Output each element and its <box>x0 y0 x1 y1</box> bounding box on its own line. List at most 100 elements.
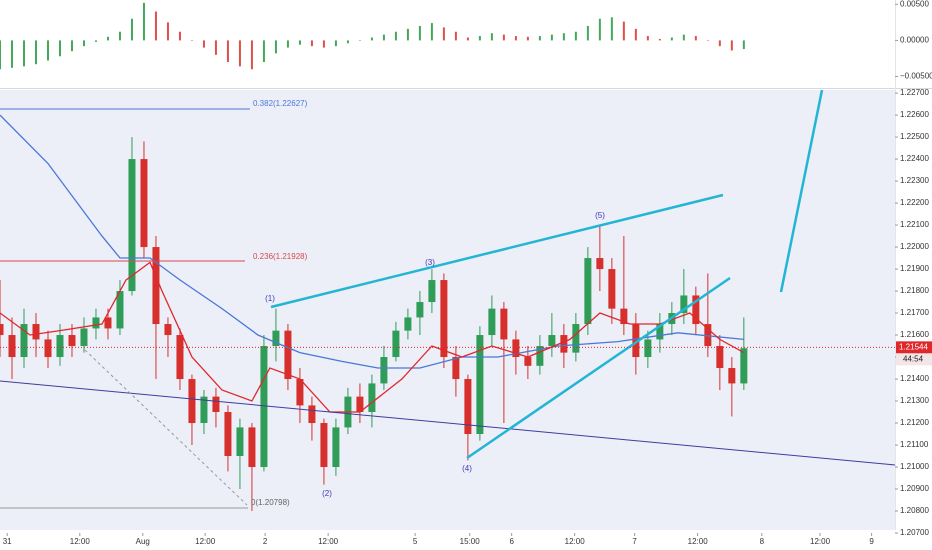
moving-average <box>0 114 744 369</box>
histogram-bar <box>442 27 445 41</box>
x-tick-label: 7 <box>632 537 637 546</box>
x-tick-label: 8 <box>760 537 765 546</box>
marks <box>0 2 748 512</box>
last-price-box <box>896 341 932 354</box>
candle-body <box>164 324 172 336</box>
x-tick-label: 15:00 <box>460 537 481 546</box>
candle-body <box>332 427 340 468</box>
histogram-bar <box>574 31 577 41</box>
y-tick-label: 1.22200 <box>900 198 929 207</box>
histogram-bar <box>706 40 709 41</box>
y-tick-label: 1.21200 <box>900 418 929 427</box>
histogram-bar <box>142 2 145 41</box>
candle-body <box>308 405 316 424</box>
x-tick-label: 31 <box>3 537 12 546</box>
candle-body <box>248 427 256 468</box>
histogram-bar <box>562 33 565 41</box>
candle-body <box>200 396 208 424</box>
main-panel <box>0 90 895 530</box>
histogram-bar <box>550 34 553 41</box>
x-tick-label: 9 <box>869 537 874 546</box>
candle-body <box>104 317 112 329</box>
x-tick-label: 6 <box>509 537 514 546</box>
histogram-bar <box>478 36 481 41</box>
histogram-bar <box>274 40 277 54</box>
histogram-bar <box>94 40 97 42</box>
wedge-lower <box>466 276 731 460</box>
histogram-bar <box>58 40 61 57</box>
y-tick-label: 1.22500 <box>900 132 929 141</box>
y-tick-label: 1.22700 <box>900 88 929 97</box>
candle-body <box>68 335 76 347</box>
candle-body <box>404 317 412 331</box>
candle-body <box>680 295 688 314</box>
histogram-bar <box>298 40 301 45</box>
candle-body <box>116 291 124 329</box>
candle-body <box>272 330 280 347</box>
x-tick-label: Aug <box>136 537 150 546</box>
x-tick-label: 2 <box>263 537 268 546</box>
y-tick-label: 1.22000 <box>900 242 929 251</box>
candle-body <box>284 330 292 380</box>
histogram-bar <box>166 22 169 41</box>
x-tick-label: 12:00 <box>688 537 709 546</box>
candle-body <box>560 335 568 353</box>
histogram-bar <box>466 37 469 41</box>
histogram-bar <box>226 40 229 63</box>
countdown-box <box>896 353 932 366</box>
trend-line <box>0 380 896 466</box>
candle-body <box>320 423 328 468</box>
wave-label: (4) <box>462 464 472 473</box>
moving-average <box>0 261 745 413</box>
candle-body <box>692 295 700 325</box>
histogram-bar <box>310 40 313 47</box>
x-tick-label: 12:00 <box>565 537 586 546</box>
y-tick-label: 1.21900 <box>900 264 929 273</box>
candle-body <box>656 324 664 340</box>
candle-body <box>728 368 736 384</box>
histogram-bar <box>514 36 517 41</box>
candle-body <box>32 324 40 340</box>
countdown-label: 44:54 <box>903 354 924 363</box>
candle-body <box>236 427 244 457</box>
histogram-bar <box>154 11 157 41</box>
y-tick-label: 1.21000 <box>900 462 929 471</box>
candle-body <box>0 324 4 336</box>
histogram-bar <box>406 28 409 41</box>
y-tick-label: 1.22600 <box>900 110 929 119</box>
wave-label: (5) <box>595 211 605 220</box>
candle-body <box>44 339 52 358</box>
y-tick-label: 1.21600 <box>900 330 929 339</box>
histogram-bar <box>502 34 505 41</box>
histogram-bar <box>286 40 289 48</box>
candle-body <box>56 335 64 358</box>
candle-body <box>80 328 88 347</box>
candle-body <box>476 335 484 435</box>
histogram-bar <box>46 40 49 61</box>
candle-body <box>452 357 460 380</box>
wave-label: (3) <box>425 258 435 267</box>
candle-body <box>368 383 376 413</box>
candle-body <box>548 335 556 347</box>
y-tick-label: 0.00000 <box>900 36 929 45</box>
candle-body <box>224 412 232 457</box>
candle-body <box>572 324 580 353</box>
fib-connector <box>84 349 248 506</box>
histogram-bar <box>622 21 625 41</box>
candle-body <box>440 280 448 358</box>
candle-body <box>488 308 496 336</box>
candle-body <box>176 335 184 380</box>
candle-body <box>152 247 160 325</box>
y-tick-label: 1.22400 <box>900 154 929 163</box>
histogram-bar <box>610 17 613 41</box>
candle-body <box>644 339 652 358</box>
y-tick-label: 0.00500 <box>900 0 929 8</box>
wedge-upper <box>270 193 724 309</box>
x-tick-label: 12:00 <box>810 537 831 546</box>
histogram-bar <box>178 31 181 41</box>
histogram-bar <box>394 31 397 41</box>
histogram-bar <box>34 40 37 65</box>
histogram-bar <box>10 40 13 68</box>
